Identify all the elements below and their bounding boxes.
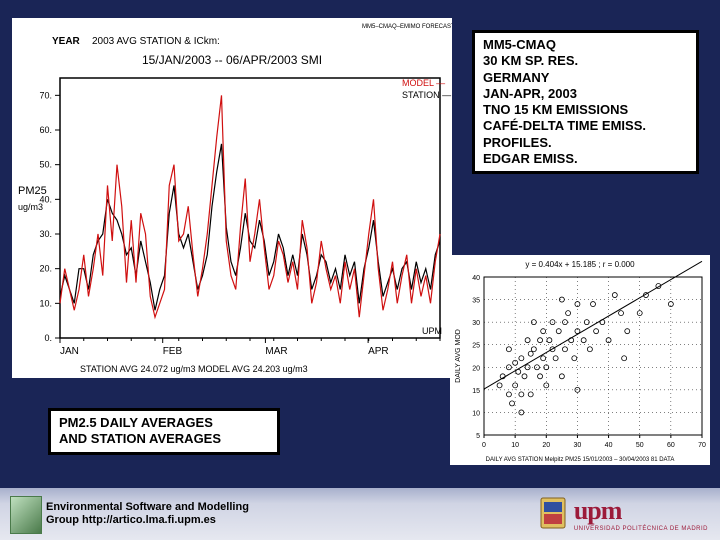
svg-text:10.: 10. bbox=[39, 298, 52, 308]
upm-text: upm bbox=[574, 496, 708, 526]
timeseries-chart: MM5–CMAQ–EMIMO FORECAST DAILY AVG YEAR 200… bbox=[12, 18, 452, 378]
svg-text:60.: 60. bbox=[39, 125, 52, 135]
upm-crest-icon bbox=[538, 496, 568, 532]
svg-text:40: 40 bbox=[605, 442, 613, 449]
upm-logo: upm UNIVERSIDAD POLITÉCNICA DE MADRID bbox=[538, 496, 708, 532]
svg-text:DAILY AVG STATION Melpitz PM25: DAILY AVG STATION Melpitz PM25 15/01/200… bbox=[486, 457, 675, 463]
info-line: EDGAR EMISS. bbox=[483, 151, 578, 166]
svg-text:MM5–CMAQ–EMIMO FORECAST DAILY: MM5–CMAQ–EMIMO FORECAST DAILY AVG bbox=[362, 24, 452, 30]
svg-text:20.: 20. bbox=[39, 264, 52, 274]
svg-text:STATION AVG 24.072 ug/m3 MOD: STATION AVG 24.072 ug/m3 MODEL AVG 24.20… bbox=[80, 364, 308, 374]
svg-text:STATION —: STATION — bbox=[402, 90, 451, 100]
info-line: JAN-APR, 2003 bbox=[483, 86, 577, 101]
svg-text:UPM: UPM bbox=[422, 326, 442, 336]
scatter-svg: y = 0.404x + 15.185 ; r = 0.000 0 10 20 30 40… bbox=[450, 255, 710, 465]
info-line: CAFÉ-DELTA TIME EMISS. bbox=[483, 118, 646, 133]
svg-text:70.: 70. bbox=[39, 90, 52, 100]
svg-text:FEB: FEB bbox=[163, 346, 183, 357]
svg-text:DAILY AVG MOD: DAILY AVG MOD bbox=[455, 329, 462, 383]
svg-text:10: 10 bbox=[511, 442, 519, 449]
svg-text:70: 70 bbox=[698, 442, 706, 449]
svg-text:40.: 40. bbox=[39, 194, 52, 204]
scatter-chart: y = 0.404x + 15.185 ; r = 0.000 0 10 20 30 40… bbox=[450, 255, 710, 465]
footer-text: Environmental Software and Modelling Gro… bbox=[46, 501, 249, 527]
svg-text:40: 40 bbox=[472, 275, 480, 282]
svg-text:20: 20 bbox=[472, 365, 480, 372]
info-line: AND STATION AVERAGES bbox=[59, 431, 221, 446]
svg-text:35: 35 bbox=[472, 298, 480, 305]
info-line: PM2.5 DAILY AVERAGES bbox=[59, 415, 213, 430]
svg-text:MAR: MAR bbox=[265, 346, 287, 357]
svg-text:50.: 50. bbox=[39, 160, 52, 170]
svg-text:2003 AVG STATION & ICkm:: 2003 AVG STATION & ICkm: bbox=[92, 36, 220, 47]
info-line: PROFILES. bbox=[483, 135, 552, 150]
svg-text:YEAR: YEAR bbox=[52, 36, 81, 47]
svg-text:30.: 30. bbox=[39, 229, 52, 239]
svg-text:50: 50 bbox=[636, 442, 644, 449]
svg-text:25: 25 bbox=[472, 343, 480, 350]
svg-text:MODEL —: MODEL — bbox=[402, 78, 445, 88]
svg-text:20: 20 bbox=[542, 442, 550, 449]
info-line: MM5-CMAQ bbox=[483, 37, 556, 52]
svg-text:JAN: JAN bbox=[60, 346, 79, 357]
svg-text:60: 60 bbox=[667, 442, 675, 449]
svg-text:5: 5 bbox=[476, 433, 480, 440]
timeseries-svg: MM5–CMAQ–EMIMO FORECAST DAILY AVG YEAR 200… bbox=[12, 18, 452, 378]
info-line: TNO 15 KM EMISSIONS bbox=[483, 102, 628, 117]
upm-subtext: UNIVERSIDAD POLITÉCNICA DE MADRID bbox=[574, 526, 708, 532]
info-line: 30 KM SP. RES. bbox=[483, 53, 578, 68]
footer-line2: Group http://artico.lma.fi.upm.es bbox=[46, 514, 216, 526]
svg-text:30: 30 bbox=[574, 442, 582, 449]
svg-text:0.: 0. bbox=[44, 333, 52, 343]
svg-text:15: 15 bbox=[472, 388, 480, 395]
svg-text:y = 0.404x + 15.185 ; r = 0.0: y = 0.404x + 15.185 ; r = 0.000 bbox=[525, 260, 635, 269]
info-line: GERMANY bbox=[483, 70, 549, 85]
info-box-averages: PM2.5 DAILY AVERAGES AND STATION AVERAGE… bbox=[48, 408, 280, 455]
footer-line1: Environmental Software and Modelling bbox=[46, 501, 249, 513]
svg-text:30: 30 bbox=[472, 320, 480, 327]
svg-text:15/JAN/2003 -- 06/APR/2003 S: 15/JAN/2003 -- 06/APR/2003 SMI bbox=[142, 53, 322, 67]
info-box-model: MM5-CMAQ 30 KM SP. RES. GERMANY JAN-APR,… bbox=[472, 30, 699, 174]
svg-text:APR: APR bbox=[368, 346, 389, 357]
svg-text:10: 10 bbox=[472, 410, 480, 417]
svg-text:0: 0 bbox=[482, 442, 486, 449]
footer-icon bbox=[10, 496, 42, 534]
footer: Environmental Software and Modelling Gro… bbox=[0, 488, 720, 540]
